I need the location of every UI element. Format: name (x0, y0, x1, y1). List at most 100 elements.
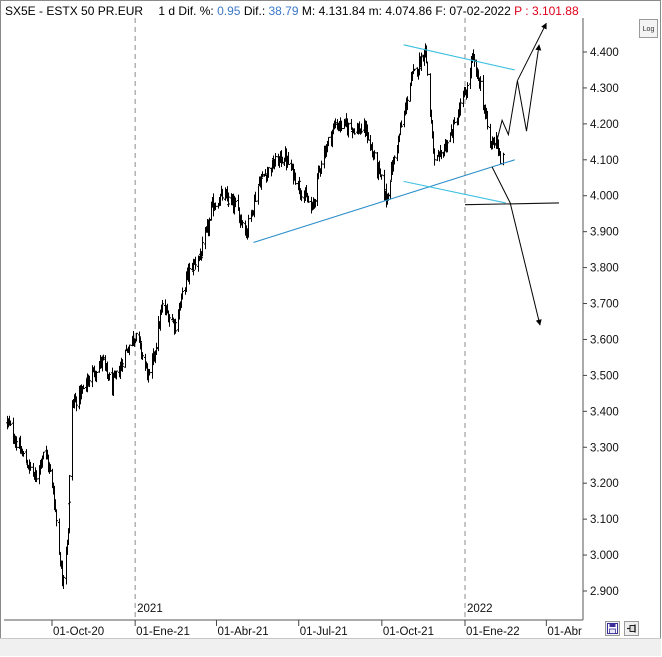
ohlc-bar (75, 396, 78, 412)
ohlc-bar (194, 256, 197, 270)
projection-bullish-path (495, 44, 542, 146)
ohlc-bar (95, 370, 98, 383)
y-tick-label: 3.900 (590, 227, 619, 239)
y-tick-label: 4.400 (590, 47, 619, 59)
x-tick-label: 01-Ene-21 (136, 626, 190, 638)
ohlc-bar (446, 140, 449, 153)
x-axis: 01-Oct-20 01-Ene-21 01-Abr-21 01-Jul-21 01-O… (4, 619, 583, 638)
x-tick-label: 01-Jul-21 (300, 626, 348, 638)
trendline-lower-channel (403, 180, 506, 204)
ohlc-bar (320, 160, 323, 175)
ohlc-bar (124, 349, 127, 368)
projection-bearish-path (491, 166, 542, 326)
ohlc-bar (380, 174, 383, 180)
ohlc-bar (453, 117, 456, 125)
trendline-horizontal-level (464, 202, 559, 206)
year-label: 2021 (137, 603, 163, 615)
x-tick-label: 01-Abr-21 (217, 626, 268, 638)
ohlc-bar (327, 136, 330, 147)
ohlc-bar (82, 384, 85, 389)
ohlc-bar (433, 148, 436, 166)
ohlc-bar (413, 68, 416, 72)
ohlc-bar (353, 128, 356, 135)
ohlc-bar (221, 188, 224, 201)
ohlc-bar (400, 120, 403, 128)
ohlc-bar (360, 123, 363, 134)
ohlc-bar (426, 61, 429, 76)
ohlc-bar (436, 155, 439, 162)
ohlc-bar (294, 173, 297, 185)
ohlc-bar (257, 185, 260, 205)
ohlc-bar (121, 359, 124, 372)
dif-value: 38.79 (268, 4, 299, 18)
save-button[interactable] (605, 621, 620, 636)
ohlc-bar (138, 331, 141, 343)
date-value: 07-02-2022 (449, 4, 511, 18)
ohlc-bar (339, 117, 342, 133)
price-value: 3.101.88 (531, 4, 579, 18)
y-tick-label: 4.200 (590, 119, 619, 131)
projection-bullish-extension (516, 22, 547, 81)
ohlc-bar (459, 98, 462, 116)
save-icon (607, 623, 618, 634)
y-tick-label: 4.100 (590, 155, 619, 167)
date-label: F: (435, 4, 447, 18)
ohlc-bar (227, 192, 230, 208)
y-tick-label: 3.100 (590, 514, 619, 526)
timeframe-label: 1 d (158, 4, 176, 18)
ohlc-bar (106, 361, 109, 379)
x-tick-label: 01-Ene-22 (466, 626, 520, 638)
ohlc-bar (181, 287, 184, 300)
x-tick-label: 01-Oct-21 (383, 626, 434, 638)
ohlc-bar (241, 220, 244, 228)
y-tick-label: 3.600 (590, 334, 619, 346)
log-scale-button[interactable]: Log (639, 19, 658, 38)
ohlc-bar (373, 150, 376, 160)
trendline-support (253, 159, 515, 243)
ohlc-bar (29, 461, 32, 471)
ohlc-bar (389, 180, 392, 200)
ohlc-bar (234, 197, 237, 208)
ohlc-bar (115, 370, 118, 380)
chart-header: SX5E - ESTX 50 PR.EUR 1 d Dif. %: 0.95 D… (5, 4, 579, 18)
y-axis: 4.400 4.300 4.200 4.100 4.000 3.900 3.800 3.700… (582, 18, 619, 620)
dif-pct-value: 0.95 (217, 4, 241, 18)
ohlc-bar (347, 122, 350, 138)
ohlc-bar (466, 82, 469, 99)
x-tick-label: 01-Abr (547, 626, 582, 638)
ohlc-bar (267, 167, 270, 178)
ohlc-bar (102, 354, 105, 361)
y-tick-label: 2.900 (590, 586, 619, 598)
ohlc-bar (214, 202, 217, 211)
dif-pct-label: Dif. %: (178, 4, 214, 18)
ohlc-bar (393, 155, 396, 165)
ohlc-bar (334, 118, 337, 129)
year-label: 2022 (467, 603, 493, 615)
ohlc-bar (208, 217, 211, 237)
ohlc-bar (71, 400, 74, 481)
ohlc-bar (340, 121, 343, 131)
ohlc-bar (479, 76, 482, 92)
trendline-upper-channel (403, 44, 515, 71)
ohlc-bar (420, 52, 423, 72)
pin-button[interactable] (624, 621, 639, 636)
y-tick-label: 3.300 (590, 442, 619, 454)
ohlc-bar (212, 193, 215, 217)
min-value: 4.074.86 (385, 4, 433, 18)
ohlc-bar (155, 342, 158, 355)
ohlc-bar (55, 509, 58, 527)
ohlc-bar (135, 332, 138, 342)
y-tick-label: 3.000 (590, 550, 619, 562)
ohlc-bar (68, 475, 71, 507)
y-tick-label: 4.000 (590, 191, 619, 203)
ohlc-bar (247, 214, 250, 238)
chart-grid: 2021 2022 (134, 18, 493, 620)
ohlc-bar (318, 165, 321, 173)
ohlc-bar (201, 236, 204, 257)
y-tick-label: 3.400 (590, 406, 619, 418)
status-bar (0, 638, 661, 656)
ohlc-bar (261, 171, 264, 178)
ohlc-bar (9, 420, 12, 427)
ohlc-bar (88, 375, 91, 387)
